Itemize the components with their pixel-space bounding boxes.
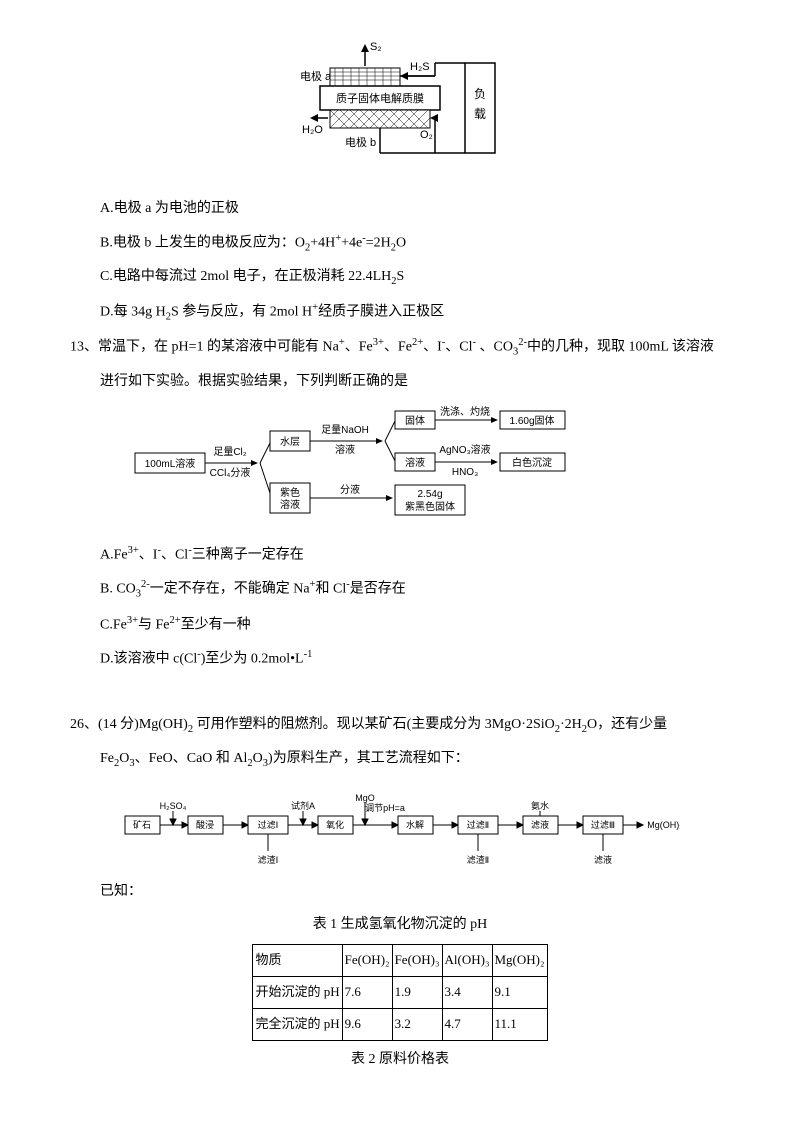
svg-text:固体: 固体 [405, 415, 425, 427]
q26-flowchart: 矿石 H₂SO₄ 酸浸 过滤Ⅰ 滤渣Ⅰ 试剂A 氧化 MgO 调节pH=a 水解… [70, 781, 730, 871]
q13-option-c: C.Fe3+与 Fe2+至少有一种 [100, 611, 730, 639]
svg-text:试剂A: 试剂A [291, 800, 315, 811]
svg-text:足量Cl₂: 足量Cl₂ [213, 446, 246, 458]
svg-text:AgNO₃溶液: AgNO₃溶液 [439, 443, 490, 456]
svg-text:过滤Ⅲ: 过滤Ⅲ [591, 819, 615, 830]
svg-text:水解: 水解 [406, 819, 424, 830]
svg-text:MgO: MgO [355, 793, 375, 803]
svg-text:CCl₄分液: CCl₄分液 [210, 466, 251, 479]
svg-text:H₂O: H₂O [302, 124, 323, 136]
q13-option-d: D.该溶液中 c(Cl-)至少为 0.2mol•L-1 [100, 645, 730, 673]
svg-text:2.54g: 2.54g [417, 489, 442, 500]
svg-text:溶液: 溶液 [280, 498, 300, 511]
svg-text:滤液: 滤液 [594, 854, 612, 865]
svg-text:滤液: 滤液 [531, 819, 549, 830]
q26-line2: Fe2O3、FeO、CaO 和 Al2O3)为原料生产，其工艺流程如下： [100, 746, 730, 774]
fuel-cell-diagram: 负 载 S₂ 电极 a H₂S 质子固体电解质膜 [70, 38, 730, 188]
known-label: 已知： [100, 879, 730, 906]
svg-text:紫黑色固体: 紫黑色固体 [405, 500, 455, 513]
svg-text:水层: 水层 [280, 436, 300, 448]
q13-option-b: B. CO32-一定不存在，不能确定 Na+和 Cl-是否存在 [100, 575, 730, 604]
svg-text:滤渣Ⅱ: 滤渣Ⅱ [467, 854, 489, 865]
svg-text:O₂: O₂ [420, 129, 433, 141]
svg-text:1.60g固体: 1.60g固体 [509, 415, 554, 427]
svg-text:溶液: 溶液 [405, 456, 425, 469]
table1-caption: 表 1 生成氢氧化物沉淀的 pH [70, 912, 730, 939]
svg-text:电极 a: 电极 a [300, 69, 332, 83]
table1: 物质 Fe(OH)₂ Fe(OH)₃ Al(OH)₃ Mg(OH)₂ 开始沉淀的… [252, 944, 547, 1040]
svg-text:氨水: 氨水 [531, 800, 549, 811]
svg-text:溶液: 溶液 [335, 443, 355, 456]
option-a: A.电极 a 为电池的正极 [100, 196, 730, 223]
option-c: C.电路中每流过 2mol 电子，在正极消耗 22.4LH2S [100, 264, 730, 292]
q13-flowchart: 100mL溶液 足量Cl₂ CCl₄分液 水层 紫色 溶液 足量NaOH 溶液 [70, 403, 730, 533]
svg-text:过滤Ⅰ: 过滤Ⅰ [258, 819, 279, 830]
table2-caption: 表 2 原料价格表 [70, 1047, 730, 1074]
q13-intro: 13、常温下，在 pH=1 的某溶液中可能有 Na+、Fe3+、Fe2+、I-、… [70, 333, 730, 362]
svg-text:分液: 分液 [340, 483, 360, 496]
svg-text:矿石: 矿石 [133, 819, 151, 830]
option-b: B.电极 b 上发生的电极反应为：O2+4H++4e-=2H2O [100, 229, 730, 258]
svg-text:白色沉淀: 白色沉淀 [512, 456, 552, 469]
load-label: 负 [474, 87, 486, 101]
svg-text:HNO₃: HNO₃ [452, 467, 478, 478]
svg-text:滤渣Ⅰ: 滤渣Ⅰ [258, 854, 279, 865]
q26-intro: 26、(14 分)Mg(OH)2 可用作塑料的阻燃剂。现以某矿石(主要成分为 3… [70, 712, 730, 740]
svg-text:过滤Ⅱ: 过滤Ⅱ [467, 819, 489, 830]
q13-line2: 进行如下实验。根据实验结果，下列判断正确的是 [100, 369, 730, 396]
q13-option-a: A.Fe3+、I-、Cl-三种离子一定存在 [100, 541, 730, 569]
svg-text:载: 载 [474, 107, 486, 121]
option-d: D.每 34g H2S 参与反应，有 2mol H+经质子膜进入正极区 [100, 298, 730, 327]
svg-text:氧化: 氧化 [326, 819, 344, 830]
svg-text:H₂S: H₂S [410, 61, 430, 73]
svg-text:100mL溶液: 100mL溶液 [145, 457, 196, 470]
svg-text:足量NaOH: 足量NaOH [321, 424, 369, 436]
svg-text:质子固体电解质膜: 质子固体电解质膜 [336, 91, 424, 105]
svg-text:酸浸: 酸浸 [196, 820, 214, 830]
svg-text:调节pH=a: 调节pH=a [365, 803, 405, 813]
svg-text:Mg(OH)₂: Mg(OH)₂ [647, 820, 680, 830]
svg-text:H₂SO₄: H₂SO₄ [160, 801, 187, 811]
svg-text:S₂: S₂ [370, 41, 382, 53]
svg-text:紫色: 紫色 [280, 486, 300, 499]
svg-text:洗涤、灼烧: 洗涤、灼烧 [440, 405, 490, 418]
svg-text:电极 b: 电极 b [345, 135, 376, 149]
